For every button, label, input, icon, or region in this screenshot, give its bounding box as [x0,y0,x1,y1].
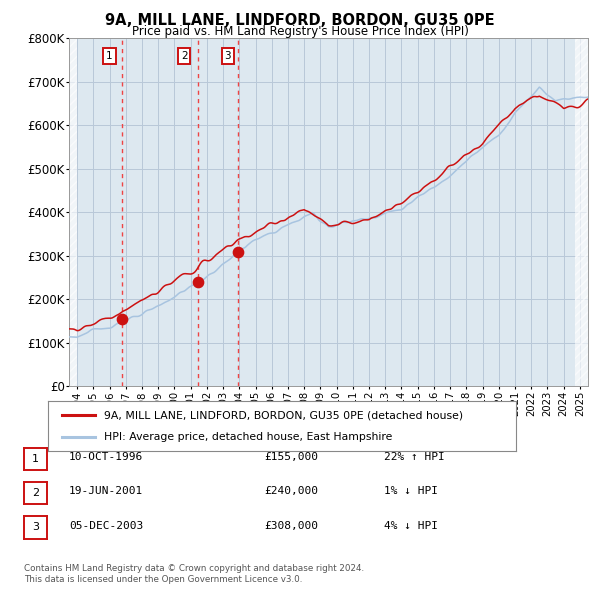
Point [193,277,203,287]
Point [118,314,127,324]
Text: 2: 2 [32,489,39,498]
Text: HPI: Average price, detached house, East Hampshire: HPI: Average price, detached house, East… [104,432,392,442]
Text: 2: 2 [181,51,187,61]
Bar [575,38,588,386]
Text: £308,000: £308,000 [264,521,318,530]
Bar [69,38,77,386]
Text: Contains HM Land Registry data © Crown copyright and database right 2024.: Contains HM Land Registry data © Crown c… [24,565,364,573]
Text: 1: 1 [106,51,113,61]
Text: 4% ↓ HPI: 4% ↓ HPI [384,521,438,530]
Text: 1% ↓ HPI: 1% ↓ HPI [384,487,438,496]
Text: Price paid vs. HM Land Registry's House Price Index (HPI): Price paid vs. HM Land Registry's House … [131,25,469,38]
Text: 22% ↑ HPI: 22% ↑ HPI [384,453,445,462]
Text: 1: 1 [32,454,39,464]
Text: £155,000: £155,000 [264,453,318,462]
Text: 05-DEC-2003: 05-DEC-2003 [69,521,143,530]
Point [233,248,243,257]
Text: 3: 3 [32,523,39,532]
Text: 19-JUN-2001: 19-JUN-2001 [69,487,143,496]
Text: 10-OCT-1996: 10-OCT-1996 [69,453,143,462]
Text: This data is licensed under the Open Government Licence v3.0.: This data is licensed under the Open Gov… [24,575,302,584]
Text: £240,000: £240,000 [264,487,318,496]
Text: 9A, MILL LANE, LINDFORD, BORDON, GU35 0PE (detached house): 9A, MILL LANE, LINDFORD, BORDON, GU35 0P… [104,410,463,420]
Text: 3: 3 [224,51,231,61]
Text: 9A, MILL LANE, LINDFORD, BORDON, GU35 0PE: 9A, MILL LANE, LINDFORD, BORDON, GU35 0P… [105,13,495,28]
